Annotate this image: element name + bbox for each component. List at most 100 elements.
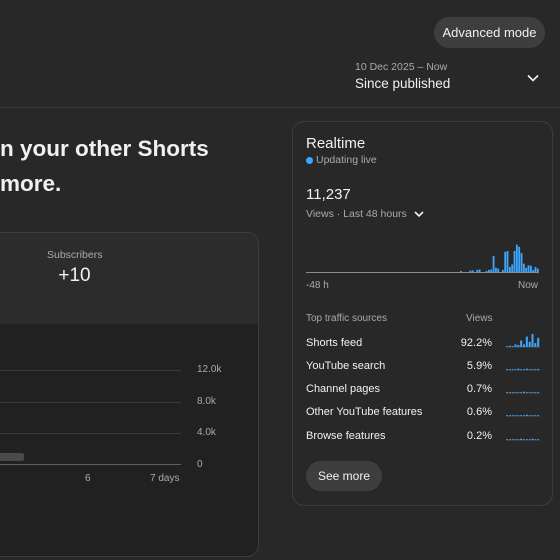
realtime-bar [532, 269, 535, 272]
header-divider [0, 107, 560, 108]
sparkline-bar [523, 415, 526, 416]
sparkline-bar [523, 439, 526, 440]
sparkline-bar [531, 415, 534, 416]
traffic-sparkline [506, 414, 540, 417]
sparkline-bar [508, 439, 511, 440]
sparkline-bar [525, 414, 528, 416]
realtime-bar [478, 269, 481, 272]
traffic-source-pct: 0.7% [466, 383, 492, 395]
gridline [0, 370, 181, 371]
sparkline-bar [517, 345, 520, 347]
overview-card: Subscribers +10 [0, 232, 259, 557]
traffic-sparkline [506, 391, 540, 394]
realtime-bar [536, 268, 539, 272]
subscribers-label: Subscribers [47, 249, 103, 261]
sparkline-bar [520, 415, 523, 416]
sparkline-bar [523, 369, 526, 370]
realtime-range-start: -48 h [306, 280, 329, 291]
traffic-sparkline [506, 438, 540, 441]
page-headline: n your other Shorts more. [0, 131, 209, 201]
sparkline-bar [525, 368, 528, 370]
date-range-label[interactable]: Since published [355, 76, 451, 91]
subscribers-value: +10 [58, 265, 91, 286]
sparkline-bar [517, 392, 520, 393]
date-range-text: 10 Dec 2025 – Now [355, 61, 448, 73]
realtime-bar [487, 269, 490, 272]
realtime-bar [492, 256, 495, 272]
realtime-bar [522, 263, 525, 272]
advanced-mode-button[interactable]: Advanced mode [434, 17, 545, 48]
realtime-bar [508, 266, 511, 272]
sparkline-bar [520, 340, 523, 347]
headline-line-1: n your other Shorts [0, 136, 209, 161]
sparkline-bar [514, 344, 517, 347]
sparkline-bar [534, 392, 537, 393]
sparkline-bar [508, 369, 511, 370]
sparkline-bar [528, 439, 531, 440]
sparkline-bar [520, 369, 523, 370]
sparkline-bar [517, 439, 520, 440]
traffic-source-name: YouTube search [306, 360, 386, 372]
sparkline-bar [514, 369, 517, 370]
traffic-source-name: Channel pages [306, 383, 381, 395]
sparkline-bar [537, 392, 540, 393]
sparkline-bar [511, 346, 514, 347]
sparkline-bar [531, 392, 534, 393]
realtime-bar [525, 267, 528, 272]
live-status-text: Updating live [316, 154, 377, 166]
see-more-button[interactable]: See more [306, 461, 382, 491]
sparkline-bar [525, 392, 528, 393]
chart-baseline [0, 464, 181, 465]
sparkline-bar [525, 336, 528, 347]
sparkline-bar [531, 369, 534, 370]
traffic-source-pct: 5.9% [466, 360, 492, 372]
chevron-down-icon[interactable] [412, 207, 426, 221]
realtime-bar [513, 251, 516, 272]
traffic-sources-header: Top traffic sources [306, 313, 387, 324]
sparkline-bar [517, 415, 520, 416]
traffic-sparkline [506, 334, 540, 348]
y-tick-label: 4.0k [197, 427, 216, 438]
sparkline-bar [534, 439, 537, 440]
sparkline-bar [508, 345, 511, 347]
realtime-bar [476, 269, 479, 272]
sparkline-bar [531, 334, 534, 347]
chevron-down-icon[interactable] [525, 70, 541, 86]
sparkline-bar [537, 439, 540, 440]
sparkline-bar [506, 369, 509, 370]
sparkline-bar [520, 438, 523, 440]
sparkline-bar [525, 439, 528, 440]
realtime-title: Realtime [306, 135, 366, 152]
realtime-range-end: Now [518, 280, 539, 291]
realtime-bar [504, 251, 507, 272]
sparkline-bar [508, 415, 511, 416]
traffic-source-name: Other YouTube features [306, 406, 423, 418]
sparkline-bar [528, 369, 531, 370]
realtime-period-selector[interactable]: Views · Last 48 hours [306, 208, 407, 220]
sparkline-bar [511, 369, 514, 370]
sparkline-bar [534, 369, 537, 370]
y-tick-label: 12.0k [197, 364, 222, 375]
sparkline-bar [537, 337, 540, 347]
traffic-source-pct: 92.2% [460, 337, 492, 349]
sparkline-bar [506, 415, 509, 416]
realtime-views-value: 11,237 [306, 186, 351, 203]
realtime-card [292, 121, 553, 506]
y-tick-label: 0 [197, 459, 203, 470]
sparkline-bar [534, 343, 537, 347]
sparkline-bar [534, 415, 537, 416]
realtime-bar [518, 246, 521, 272]
realtime-bar [490, 269, 493, 272]
realtime-bar [497, 268, 500, 272]
sparkline-bar [528, 392, 531, 393]
sparkline-bar [517, 368, 520, 370]
sparkline-bar [531, 438, 534, 440]
sparkline-bar [508, 392, 511, 393]
realtime-bar [501, 269, 504, 272]
realtime-bar [471, 270, 474, 272]
sparkline-bar [514, 439, 517, 440]
sparkline-bar [506, 346, 509, 347]
realtime-bar [529, 265, 532, 272]
gridline [0, 433, 181, 434]
realtime-bar [520, 253, 523, 272]
